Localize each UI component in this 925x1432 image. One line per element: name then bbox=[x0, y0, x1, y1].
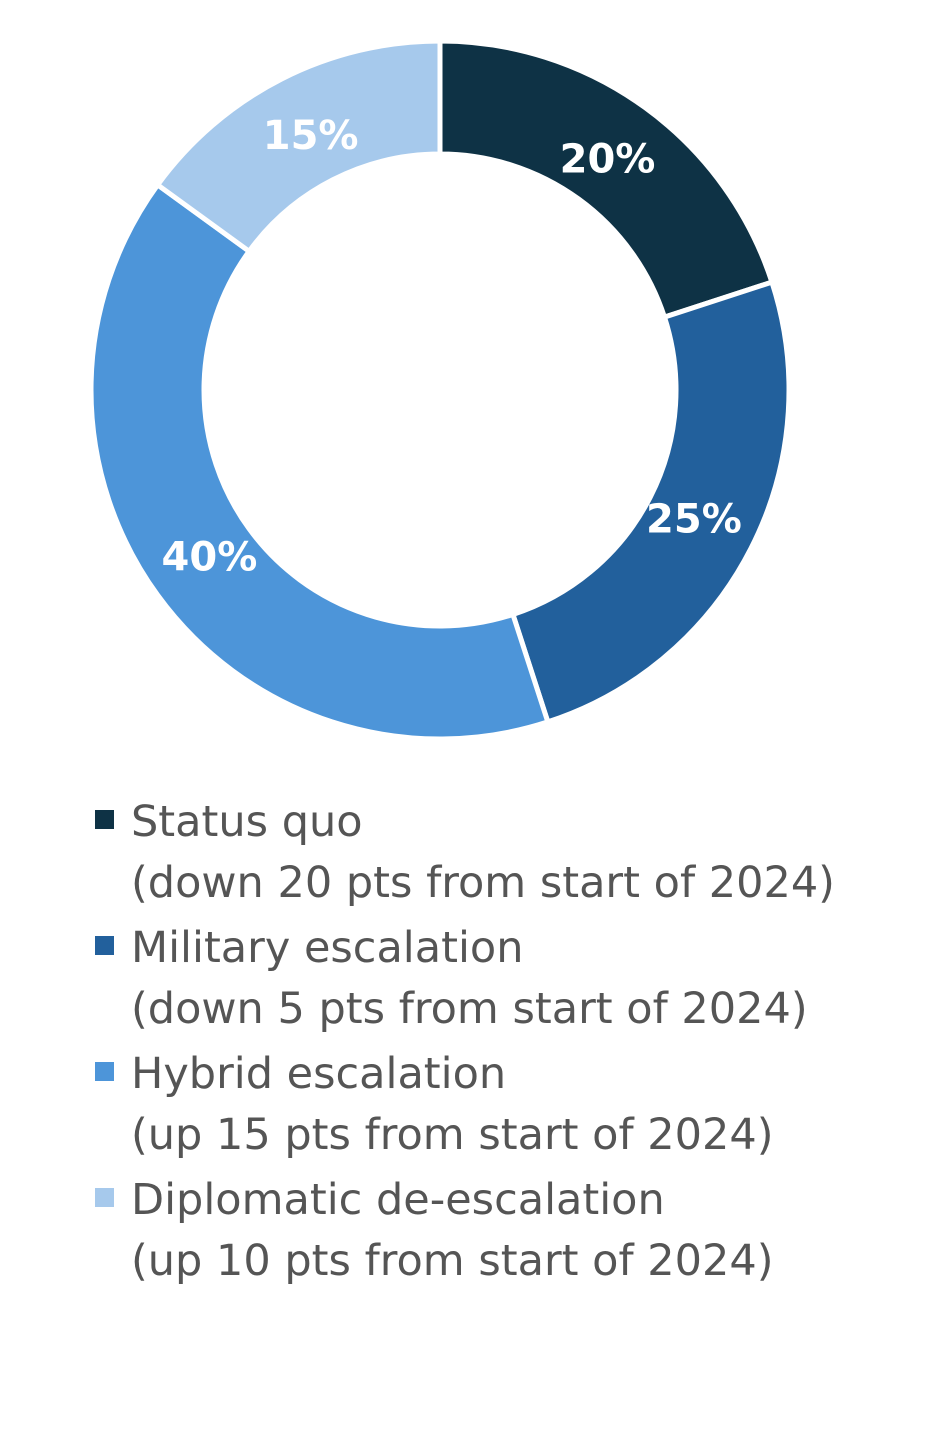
donut-slice-status-quo bbox=[437, 38, 776, 321]
legend-label-diplomatic-de-escalation: Diplomatic de-escalation bbox=[131, 1175, 665, 1225]
donut-slice-hybrid-escalation bbox=[88, 181, 551, 742]
legend-note-status-quo: (down 20 pts from start of 2024) bbox=[131, 858, 835, 908]
legend-item-military-escalation: Military escalation (down 5 pts from sta… bbox=[95, 918, 895, 1040]
legend-swatch-status-quo bbox=[95, 810, 114, 829]
legend: Status quo (down 20 pts from start of 20… bbox=[95, 792, 895, 1296]
legend-swatch-military-escalation bbox=[95, 936, 114, 955]
legend-item-hybrid-escalation: Hybrid escalation (up 15 pts from start … bbox=[95, 1044, 895, 1166]
donut-slice-diplomatic-de-escalation bbox=[154, 38, 443, 255]
legend-label-military-escalation: Military escalation bbox=[131, 923, 524, 973]
legend-label-status-quo: Status quo bbox=[131, 797, 363, 847]
legend-note-diplomatic-de-escalation: (up 10 pts from start of 2024) bbox=[131, 1236, 774, 1286]
slice-label-diplomatic-de-escalation: 15% bbox=[263, 113, 359, 159]
legend-item-diplomatic-de-escalation: Diplomatic de-escalation (up 10 pts from… bbox=[95, 1170, 895, 1292]
legend-label-hybrid-escalation: Hybrid escalation bbox=[131, 1049, 507, 1099]
donut-chart: 20% 25% 40% 15% bbox=[88, 38, 792, 742]
legend-note-hybrid-escalation: (up 15 pts from start of 2024) bbox=[131, 1110, 774, 1160]
legend-item-status-quo: Status quo (down 20 pts from start of 20… bbox=[95, 792, 895, 914]
donut-slice-military-escalation bbox=[509, 279, 792, 726]
slice-label-hybrid-escalation: 40% bbox=[162, 535, 258, 581]
slice-label-military-escalation: 25% bbox=[646, 496, 742, 542]
legend-swatch-hybrid-escalation bbox=[95, 1062, 114, 1081]
legend-note-military-escalation: (down 5 pts from start of 2024) bbox=[131, 984, 808, 1034]
slice-label-status-quo: 20% bbox=[560, 136, 656, 182]
legend-swatch-diplomatic-de-escalation bbox=[95, 1188, 114, 1207]
donut-chart-svg: 20% 25% 40% 15% bbox=[88, 38, 792, 742]
